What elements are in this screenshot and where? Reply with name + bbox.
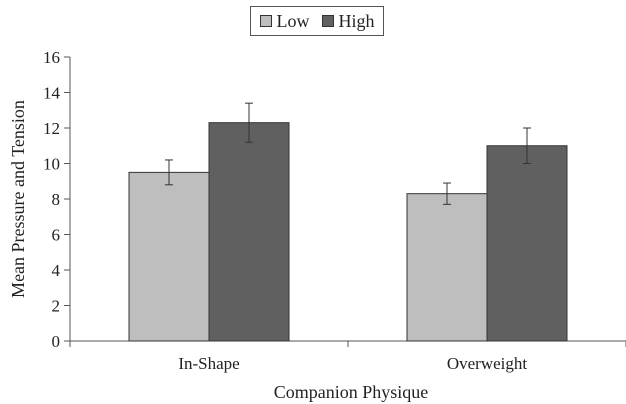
x-tick-label: In-Shape bbox=[178, 354, 239, 373]
y-tick-label: 0 bbox=[52, 332, 61, 351]
legend-label-low: Low bbox=[276, 10, 310, 31]
y-tick-label: 12 bbox=[43, 119, 60, 138]
y-tick-label: 8 bbox=[52, 190, 61, 209]
y-tick-label: 2 bbox=[52, 297, 61, 316]
legend-item-low: Low bbox=[259, 10, 310, 32]
y-tick-label: 14 bbox=[43, 84, 61, 103]
y-axis-label: Mean Pressure and Tension bbox=[8, 100, 28, 298]
error-bars bbox=[165, 102, 531, 205]
legend-item-high: High bbox=[321, 10, 375, 32]
bars bbox=[128, 122, 568, 342]
legend-swatch-low bbox=[259, 15, 272, 27]
x-axis-label: Companion Physique bbox=[274, 382, 429, 402]
bar-high bbox=[486, 145, 568, 342]
axes: 0 2 4 6 8 10 12 14 16 In-Shape Overweight bbox=[43, 48, 626, 373]
chart-legend: Low High bbox=[250, 6, 384, 36]
legend-label-high: High bbox=[338, 10, 375, 31]
bar-low bbox=[128, 171, 210, 342]
y-tick-label: 4 bbox=[52, 261, 61, 280]
bar-high bbox=[208, 122, 290, 342]
x-tick-label: Overweight bbox=[447, 354, 528, 373]
y-tick-label: 16 bbox=[43, 48, 60, 67]
y-tick-label: 10 bbox=[43, 155, 60, 174]
legend-swatch-high bbox=[321, 15, 334, 27]
y-tick-label: 6 bbox=[52, 226, 61, 245]
bar-low bbox=[406, 193, 488, 342]
